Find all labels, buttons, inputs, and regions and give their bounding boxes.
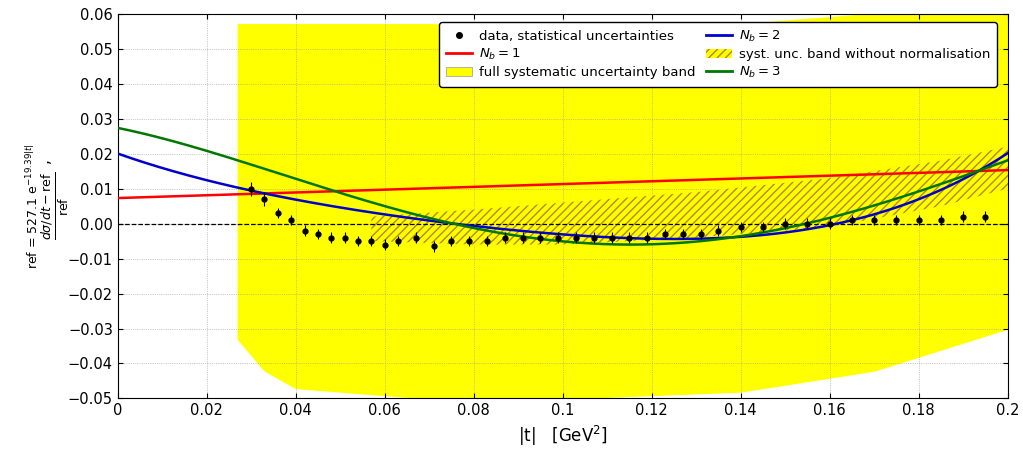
X-axis label: |t|   [GeV$^2$]: |t| [GeV$^2$]	[518, 424, 608, 448]
Text: ref = 527.1 e$^{-19.39|t|}$: ref = 527.1 e$^{-19.39|t|}$	[25, 143, 41, 269]
Legend: data, statistical uncertainties, $N_b = 1$, full systematic uncertainty band, $N: data, statistical uncertainties, $N_b = …	[439, 22, 996, 87]
Text: ,: ,	[37, 158, 51, 163]
Text: $\frac{d\sigma/dt - \mathrm{ref}}{\mathrm{ref}}$: $\frac{d\sigma/dt - \mathrm{ref}}{\mathr…	[41, 172, 72, 240]
